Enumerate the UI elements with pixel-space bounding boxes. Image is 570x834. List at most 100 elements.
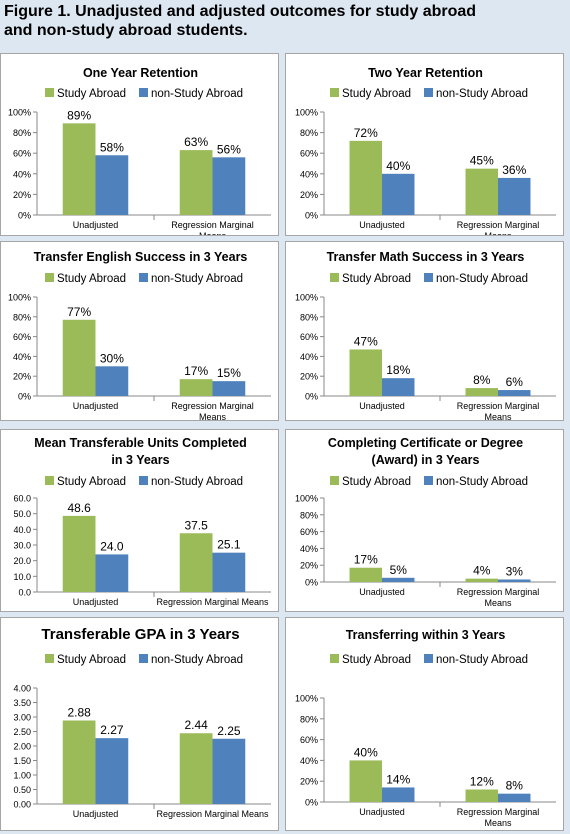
legend-label-non-study-abroad: non-Study Abroad <box>151 273 243 285</box>
chart-title: One Year Retention <box>83 66 198 80</box>
chart-svg: Transferable GPA in 3 Years Study Abroad n… <box>13 626 271 819</box>
y-tick-label: 1.00 <box>13 771 31 781</box>
chart-svg: Transferring within 3 Years Study Abroad n… <box>295 628 556 828</box>
bar-non-study-abroad <box>382 173 415 215</box>
bar-non-study-abroad <box>212 738 246 804</box>
data-label: 2.27 <box>100 723 124 737</box>
chart-svg: Transfer English Success in 3 Years Study… <box>8 250 271 421</box>
y-tick-label: 20% <box>300 561 318 571</box>
y-tick-label: 10.0 <box>13 572 31 582</box>
legend-swatch-non-study-abroad <box>139 476 148 485</box>
x-category-label: Unadjusted <box>73 597 119 607</box>
bar-non-study-abroad <box>95 155 129 215</box>
y-tick-label: 80% <box>300 714 318 724</box>
data-label: 40% <box>354 745 378 759</box>
data-label: 15% <box>217 366 241 380</box>
y-tick-label: 40.0 <box>13 525 31 535</box>
legend-label-study-abroad: Study Abroad <box>57 476 126 488</box>
x-category-label: Means <box>199 231 227 236</box>
legend-label-non-study-abroad: non-Study Abroad <box>436 654 528 666</box>
x-category-label: Means <box>199 412 227 421</box>
legend-swatch-non-study-abroad <box>139 88 148 97</box>
data-label: 40% <box>386 159 410 173</box>
data-label: 6% <box>506 375 524 389</box>
data-label: 58% <box>100 140 124 154</box>
legend-swatch-study-abroad <box>45 476 54 485</box>
x-category-label: Regression Marginal <box>457 807 540 817</box>
chart-panel-6: Completing Certificate or Degree (Award) … <box>285 429 564 612</box>
y-tick-label: 0% <box>18 392 31 402</box>
y-tick-label: 0% <box>305 798 318 808</box>
legend-swatch-study-abroad <box>330 476 339 485</box>
data-label: 63% <box>184 135 208 149</box>
bar-study-abroad <box>179 379 213 396</box>
legend-label-non-study-abroad: non-Study Abroad <box>436 476 528 488</box>
chart-title: Transferring within 3 Years <box>346 628 506 642</box>
bar-study-abroad <box>179 150 213 215</box>
bar-non-study-abroad <box>382 378 415 396</box>
y-tick-label: 60% <box>13 332 31 342</box>
chart-panel-7: Transferable GPA in 3 Years Study Abroad n… <box>0 617 279 831</box>
y-tick-label: 20% <box>300 190 318 200</box>
data-label: 36% <box>502 163 526 177</box>
chart-panel-2: Two Year Retention Study Abroad non-Study … <box>285 53 564 236</box>
y-tick-label: 0.50 <box>13 785 31 795</box>
x-category-label: Means <box>484 231 512 236</box>
chart-panel-8: Transferring within 3 Years Study Abroad n… <box>285 617 564 831</box>
y-tick-label: 0% <box>305 211 318 221</box>
y-tick-label: 3.50 <box>13 698 31 708</box>
y-tick-label: 80% <box>13 128 31 138</box>
y-tick-label: 60% <box>13 149 31 159</box>
chart-title: in 3 Years <box>111 453 169 467</box>
legend-swatch-study-abroad <box>330 88 339 97</box>
x-category-label: Unadjusted <box>73 809 119 819</box>
legend-swatch-study-abroad <box>330 273 339 282</box>
legend-label-study-abroad: Study Abroad <box>57 88 126 100</box>
bar-non-study-abroad <box>212 552 246 592</box>
y-tick-label: 60% <box>300 735 318 745</box>
y-tick-label: 100% <box>295 293 318 303</box>
data-label: 56% <box>217 142 241 156</box>
y-tick-label: 100% <box>8 108 31 118</box>
data-label: 4% <box>473 564 491 578</box>
chart-grid: One Year Retention Study Abroad non-Study … <box>0 48 570 834</box>
y-tick-label: 3.00 <box>13 713 31 723</box>
x-category-label: Regression Marginal <box>457 401 540 411</box>
chart-svg: One Year Retention Study Abroad non-Study … <box>8 66 271 236</box>
bar-non-study-abroad <box>95 738 129 804</box>
legend-swatch-study-abroad <box>45 273 54 282</box>
data-label: 12% <box>470 775 494 789</box>
bar-study-abroad <box>465 789 498 802</box>
x-category-label: Regression Marginal <box>171 401 254 411</box>
bar-non-study-abroad <box>212 157 246 215</box>
data-label: 14% <box>386 772 410 786</box>
x-category-label: Unadjusted <box>359 807 405 817</box>
data-label: 89% <box>67 108 91 122</box>
data-label: 47% <box>354 334 378 348</box>
bar-study-abroad <box>465 578 498 582</box>
data-label: 5% <box>390 563 408 577</box>
bar-study-abroad <box>62 515 96 592</box>
data-label: 77% <box>67 305 91 319</box>
y-tick-label: 40% <box>13 169 31 179</box>
bar-non-study-abroad <box>95 366 129 396</box>
bar-study-abroad <box>62 319 96 396</box>
data-label: 37.5 <box>184 518 208 532</box>
y-tick-label: 60% <box>300 149 318 159</box>
bar-study-abroad <box>179 533 213 592</box>
chart-title: Transfer English Success in 3 Years <box>34 250 248 264</box>
y-tick-label: 2.00 <box>13 742 31 752</box>
bar-non-study-abroad <box>382 787 415 802</box>
x-category-label: Regression Marginal <box>457 220 540 230</box>
legend-label-study-abroad: Study Abroad <box>342 88 411 100</box>
chart-svg: Mean Transferable Units Completed in 3 Ye… <box>13 436 271 607</box>
bar-non-study-abroad <box>95 554 129 592</box>
y-tick-label: 100% <box>8 293 31 303</box>
y-tick-label: 80% <box>300 312 318 322</box>
legend-label-non-study-abroad: non-Study Abroad <box>151 88 243 100</box>
y-tick-label: 80% <box>300 510 318 520</box>
y-tick-label: 60% <box>300 527 318 537</box>
data-label: 2.88 <box>67 705 91 719</box>
chart-title: Transferable GPA in 3 Years <box>41 626 239 643</box>
figure-title-line-2: and non-study abroad students. <box>4 22 248 39</box>
